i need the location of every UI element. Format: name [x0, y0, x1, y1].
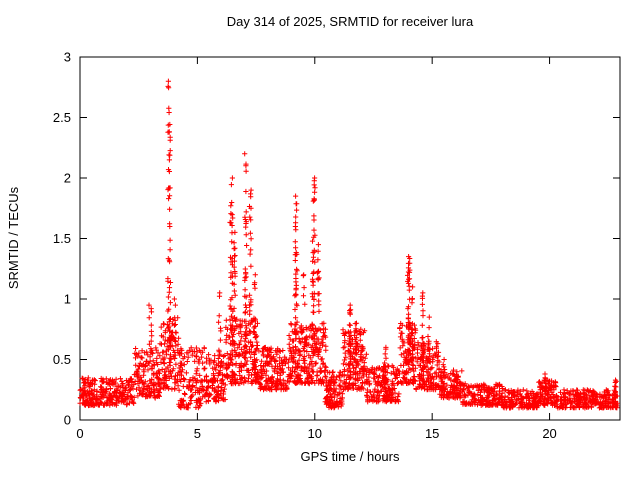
- x-tick-label: 20: [542, 426, 556, 441]
- x-tick-label: 0: [76, 426, 83, 441]
- y-tick-label: 0: [64, 413, 71, 428]
- tick-labels: 0 5 10 15 20 0 0.5 1 1.5 2 2.5 3: [53, 50, 557, 442]
- y-tick-label: 2: [64, 171, 71, 186]
- y-tick-label: 0.5: [53, 352, 71, 367]
- chart-title: Day 314 of 2025, SRMTID for receiver lur…: [227, 14, 474, 29]
- x-tick-label: 10: [308, 426, 322, 441]
- y-tick-label: 1.5: [53, 231, 71, 246]
- x-tick-label: 15: [425, 426, 439, 441]
- tick-marks: [79, 56, 620, 421]
- y-tick-label: 1: [64, 292, 71, 307]
- x-axis-label: GPS time / hours: [301, 449, 400, 464]
- y-axis-label: SRMTID / TECUs: [6, 186, 21, 289]
- y-tick-label: 2.5: [53, 110, 71, 125]
- data-points: [77, 78, 620, 411]
- y-tick-label: 3: [64, 50, 71, 65]
- x-tick-label: 5: [194, 426, 201, 441]
